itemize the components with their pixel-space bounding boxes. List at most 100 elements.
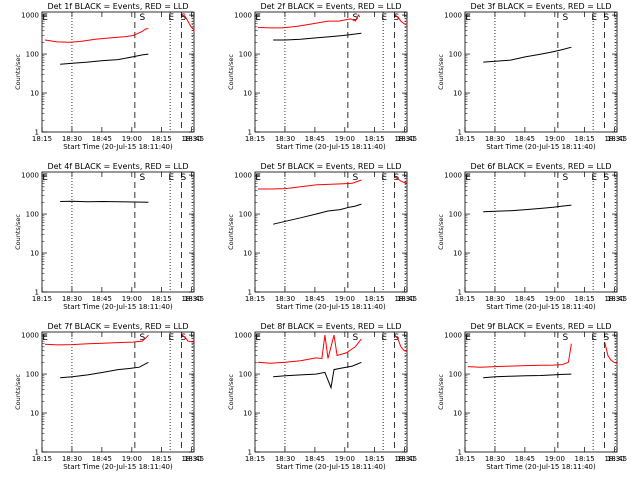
- event-marker: E: [168, 333, 174, 343]
- event-marker: E: [465, 13, 471, 23]
- event-marker: S: [139, 173, 145, 183]
- x-tick-label: 18:45: [607, 455, 627, 463]
- y-tick-label: 1: [35, 129, 39, 137]
- x-tick-label: 18:30: [181, 135, 201, 143]
- x-tick-label: 19:00: [122, 295, 142, 303]
- y-tick-label: 1: [248, 289, 252, 297]
- y-tick-label: 100: [449, 211, 462, 219]
- event-marker: S: [181, 333, 187, 343]
- series-line: [181, 14, 195, 32]
- series-line: [483, 46, 572, 63]
- y-tick-label: 10: [243, 410, 252, 418]
- series-line: [394, 14, 408, 25]
- plot-frame: [464, 11, 618, 133]
- event-marker: E: [168, 173, 174, 183]
- x-tick-label: 18:15: [245, 135, 265, 143]
- y-tick-label: 1: [35, 449, 39, 457]
- panel-title: Det 9f BLACK = Events, RED = LLD: [470, 322, 611, 331]
- event-marker: E: [591, 333, 597, 343]
- x-tick-label: 19:00: [545, 295, 565, 303]
- x-axis-label: Start Time (20-Jul-15 18:11:40): [63, 463, 173, 471]
- x-tick-label: 18:15: [32, 295, 52, 303]
- plot-frame: [464, 331, 618, 453]
- y-tick-label: 1: [458, 449, 462, 457]
- x-tick-label: 18:15: [365, 135, 385, 143]
- series-line: [604, 342, 618, 365]
- x-axis-label: Start Time (20-Jul-15 18:11:40): [63, 303, 173, 311]
- x-tick-label: 18:30: [62, 455, 82, 463]
- y-tick-label: 1000: [234, 172, 252, 180]
- y-axis-label: Counts/sec: [437, 374, 445, 410]
- series-line: [273, 361, 362, 390]
- y-tick-label: 100: [239, 371, 252, 379]
- y-axis-label: Counts/sec: [14, 374, 22, 410]
- x-tick-label: 18:30: [485, 135, 505, 143]
- x-tick-label: 18:15: [575, 135, 595, 143]
- x-tick-label: 18:15: [455, 135, 475, 143]
- series-line: [394, 176, 408, 184]
- x-tick-label: 18:45: [305, 295, 325, 303]
- x-tick-label: 18:30: [181, 455, 201, 463]
- x-tick-label: 18:45: [397, 295, 417, 303]
- y-tick-label: 100: [239, 211, 252, 219]
- y-tick-label: 10: [453, 90, 462, 98]
- event-marker: S: [394, 13, 400, 23]
- x-tick-label: 18:30: [604, 455, 624, 463]
- x-tick-label: 18:45: [184, 135, 204, 143]
- x-axis-label: Start Time (20-Jul-15 18:11:40): [63, 143, 173, 151]
- event-marker: S: [352, 13, 358, 23]
- series-line: [483, 204, 572, 213]
- y-tick-label: 100: [449, 371, 462, 379]
- x-tick-label: 18:30: [604, 135, 624, 143]
- x-tick-label: 19:00: [335, 455, 355, 463]
- panel-det-3: Det 3f BLACK = Events, RED = LLD 1 10 100 10…: [437, 2, 627, 151]
- panel-title: Det 2f BLACK = Events, RED = LLD: [260, 2, 401, 11]
- x-tick-label: 19:00: [335, 295, 355, 303]
- event-marker: S: [604, 333, 610, 343]
- plot-frame: [464, 171, 618, 293]
- series-line: [467, 343, 572, 368]
- event-marker: S: [139, 13, 145, 23]
- panel-det-6: Det 6f BLACK = Events, RED = LLD 1 10 100 10…: [437, 162, 627, 311]
- x-tick-label: 18:15: [245, 455, 265, 463]
- x-tick-label: 18:30: [181, 295, 201, 303]
- x-tick-label: 18:15: [575, 455, 595, 463]
- event-marker: E: [255, 333, 261, 343]
- x-tick-label: 19:00: [122, 455, 142, 463]
- x-tick-label: 19:00: [335, 135, 355, 143]
- x-tick-label: 18:30: [275, 295, 295, 303]
- y-axis-label: Counts/sec: [227, 54, 235, 90]
- x-tick-label: 18:45: [184, 455, 204, 463]
- x-axis-label: Start Time (20-Jul-15 18:11:40): [486, 303, 596, 311]
- x-tick-label: 19:00: [545, 455, 565, 463]
- event-marker: S: [562, 13, 568, 23]
- plot-frame: [254, 171, 408, 293]
- x-tick-label: 19:00: [122, 135, 142, 143]
- y-tick-label: 100: [26, 371, 39, 379]
- y-tick-label: 1000: [21, 12, 39, 20]
- x-tick-label: 18:45: [92, 455, 112, 463]
- y-tick-label: 10: [243, 90, 252, 98]
- series-line: [44, 28, 149, 43]
- y-axis-label: Counts/sec: [14, 214, 22, 250]
- y-tick-label: 1000: [444, 12, 462, 20]
- event-marker: E: [255, 13, 261, 23]
- event-marker: E: [381, 13, 387, 23]
- series-line: [60, 200, 149, 203]
- y-tick-label: 10: [243, 250, 252, 258]
- y-axis-label: Counts/sec: [437, 54, 445, 90]
- x-tick-label: 18:30: [394, 295, 414, 303]
- x-tick-label: 18:30: [394, 455, 414, 463]
- x-tick-label: 18:15: [152, 295, 172, 303]
- x-axis-label: Start Time (20-Jul-15 18:11:40): [276, 303, 386, 311]
- y-tick-label: 100: [26, 51, 39, 59]
- y-tick-label: 1: [35, 289, 39, 297]
- plot-frame: [41, 331, 195, 453]
- event-marker: S: [394, 333, 400, 343]
- x-tick-label: 19:00: [545, 135, 565, 143]
- x-tick-label: 18:45: [397, 135, 417, 143]
- x-tick-label: 18:45: [305, 135, 325, 143]
- plot-frame: [254, 331, 408, 453]
- y-tick-label: 10: [453, 410, 462, 418]
